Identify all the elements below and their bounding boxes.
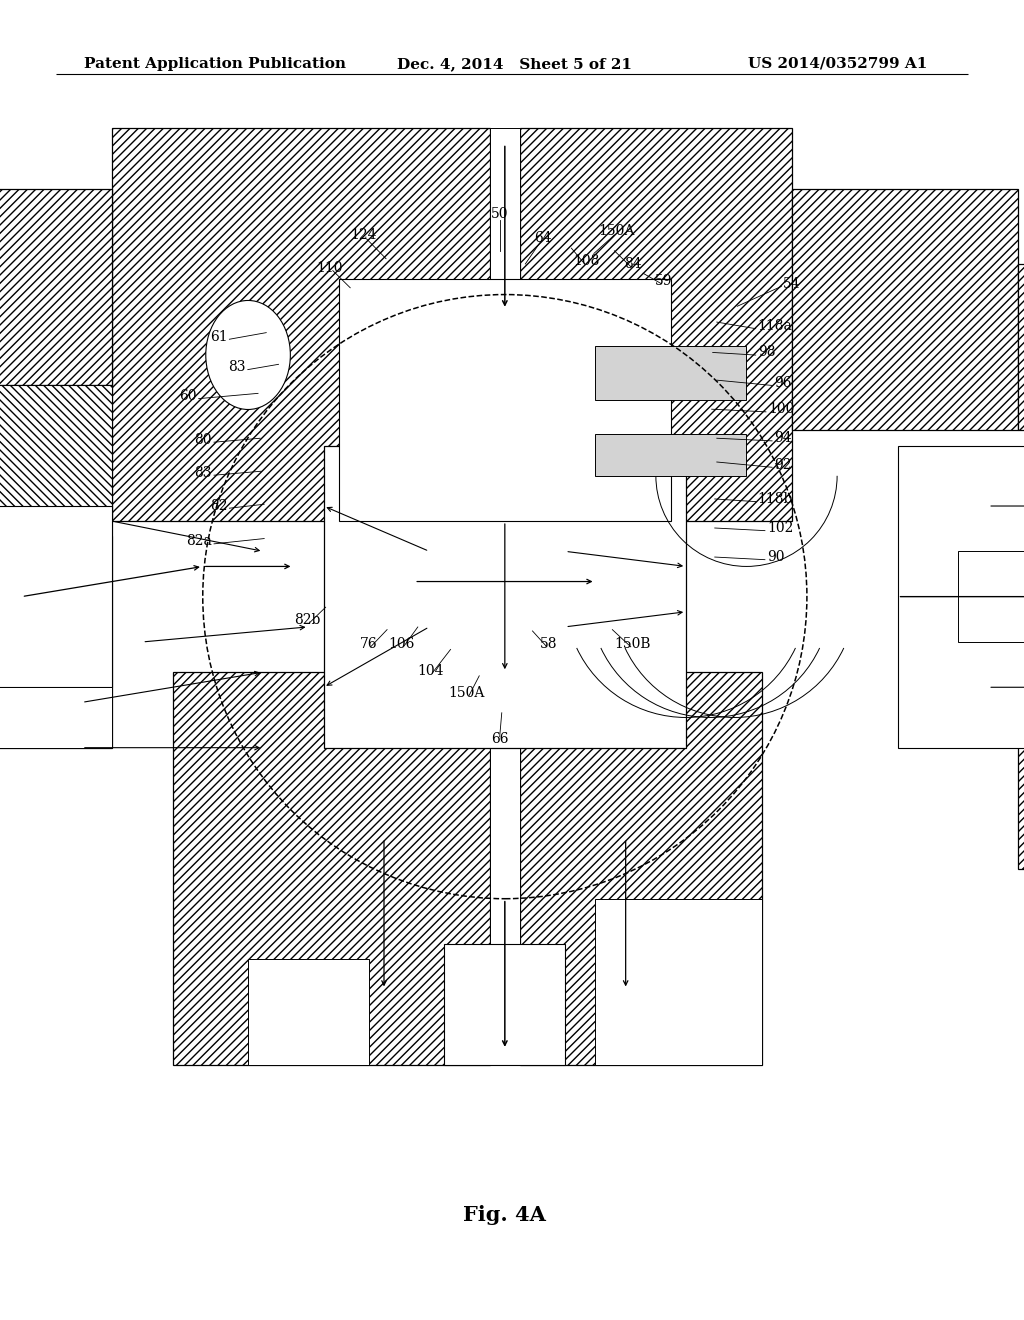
Polygon shape: [520, 128, 792, 521]
Polygon shape: [0, 536, 112, 747]
Text: 54: 54: [783, 277, 801, 290]
Polygon shape: [0, 385, 112, 536]
Bar: [0, 552, 113, 642]
Text: 150A: 150A: [598, 224, 635, 238]
Bar: [897, 552, 1024, 642]
Text: 102: 102: [767, 521, 794, 535]
Polygon shape: [792, 189, 1018, 430]
Text: 61: 61: [210, 330, 227, 343]
Bar: [596, 433, 746, 475]
Text: 60: 60: [179, 389, 197, 403]
Text: 106: 106: [388, 638, 415, 651]
Text: 80: 80: [195, 433, 212, 446]
Bar: [958, 552, 1024, 642]
Text: 82a: 82a: [186, 535, 212, 548]
Text: 118b: 118b: [758, 492, 794, 506]
Text: 100: 100: [768, 403, 795, 416]
Text: 82: 82: [210, 499, 227, 512]
Bar: [489, 128, 520, 521]
Text: 104: 104: [417, 664, 443, 677]
Text: 150B: 150B: [614, 638, 651, 651]
Text: 64: 64: [534, 231, 552, 244]
Polygon shape: [1018, 688, 1024, 869]
Text: 90: 90: [767, 550, 784, 564]
Text: 110: 110: [316, 261, 343, 275]
Text: 108: 108: [573, 255, 600, 268]
Bar: [596, 899, 762, 1065]
Text: 118a: 118a: [758, 319, 793, 333]
Text: 50: 50: [490, 207, 509, 220]
Bar: [489, 672, 520, 1065]
Text: Dec. 4, 2014   Sheet 5 of 21: Dec. 4, 2014 Sheet 5 of 21: [397, 57, 632, 71]
Polygon shape: [112, 128, 489, 521]
Text: 92: 92: [774, 458, 792, 471]
Text: Patent Application Publication: Patent Application Publication: [84, 57, 346, 71]
Text: 83: 83: [228, 360, 246, 374]
Bar: [0, 688, 113, 747]
Polygon shape: [172, 672, 489, 1065]
Polygon shape: [1018, 264, 1024, 430]
Text: 83: 83: [195, 466, 212, 479]
Text: 66: 66: [490, 733, 509, 746]
Bar: [0, 506, 113, 688]
Text: Fig. 4A: Fig. 4A: [464, 1205, 546, 1225]
Text: 59: 59: [654, 275, 673, 288]
Bar: [897, 446, 1024, 747]
Text: 84: 84: [624, 257, 642, 271]
Text: 76: 76: [359, 638, 378, 651]
Bar: [596, 346, 746, 400]
Text: 98: 98: [758, 346, 775, 359]
Text: US 2014/0352799 A1: US 2014/0352799 A1: [748, 57, 927, 71]
Polygon shape: [520, 672, 762, 1065]
Polygon shape: [0, 189, 112, 385]
Text: 96: 96: [774, 376, 792, 389]
Circle shape: [206, 301, 291, 409]
Text: 58: 58: [540, 638, 558, 651]
Bar: [324, 446, 686, 747]
Text: 82b: 82b: [294, 614, 321, 627]
Text: 150A: 150A: [449, 686, 485, 700]
Bar: [339, 280, 671, 521]
Text: 124: 124: [350, 228, 377, 242]
Bar: [248, 960, 369, 1065]
Bar: [444, 944, 565, 1065]
Text: 94: 94: [774, 432, 792, 445]
